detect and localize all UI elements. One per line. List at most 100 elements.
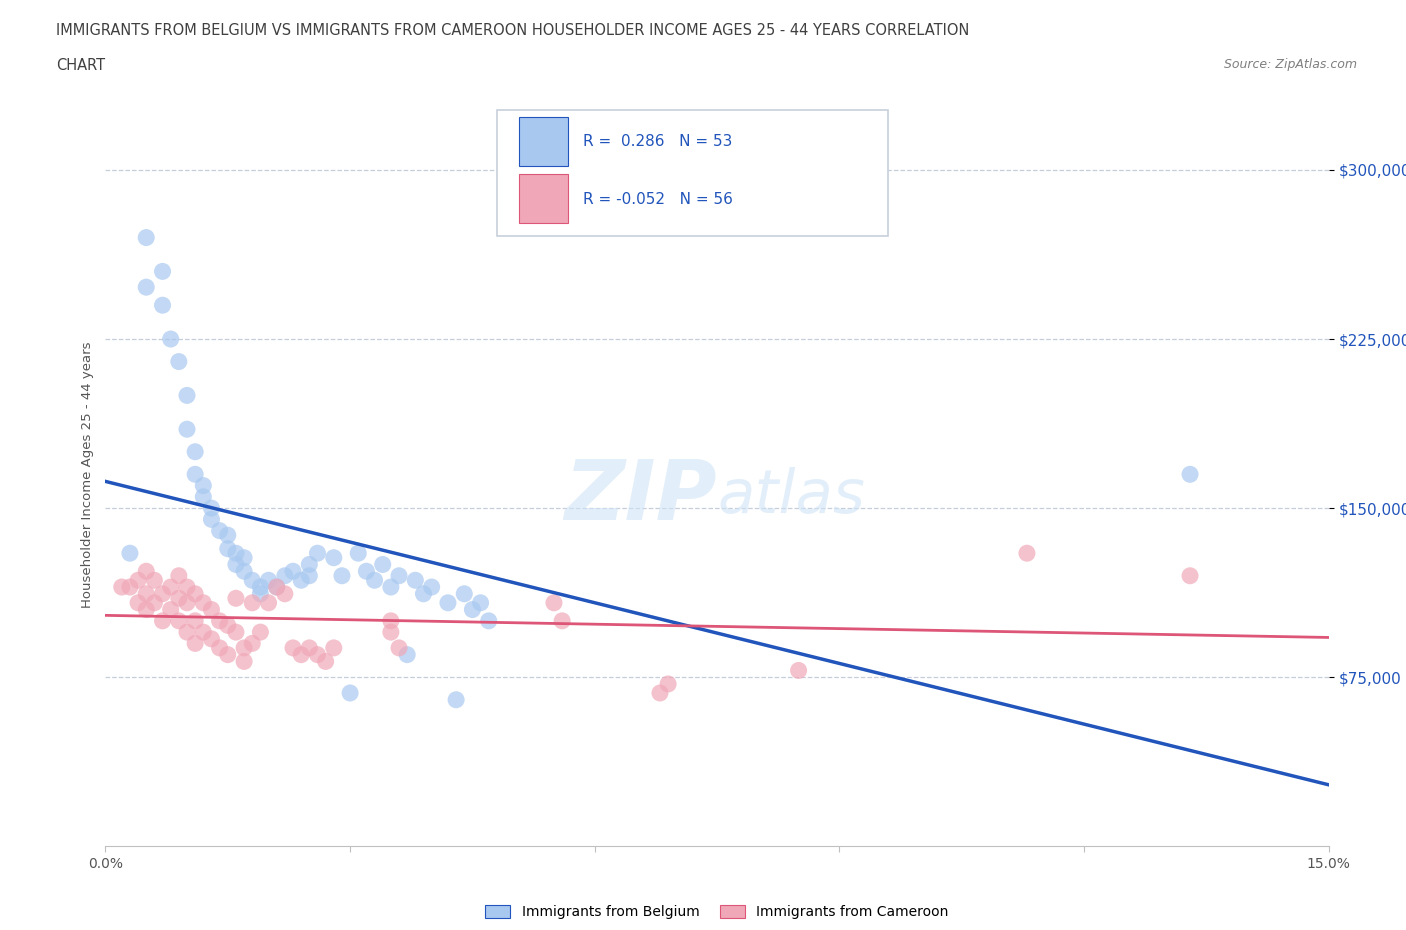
Point: [388, 641, 411, 656]
Point: [225, 591, 247, 605]
Point: [208, 524, 231, 538]
Point: [135, 602, 157, 617]
Point: [193, 478, 215, 493]
Point: [176, 625, 198, 640]
Point: [787, 663, 810, 678]
Point: [217, 541, 239, 556]
Point: [176, 595, 198, 610]
Point: [127, 595, 149, 610]
Bar: [519, 175, 568, 223]
Text: IMMIGRANTS FROM BELGIUM VS IMMIGRANTS FROM CAMEROON HOUSEHOLDER INCOME AGES 25 -: IMMIGRANTS FROM BELGIUM VS IMMIGRANTS FR…: [56, 23, 970, 38]
Point: [152, 586, 174, 601]
Y-axis label: Householder Income Ages 25 - 44 years: Householder Income Ages 25 - 44 years: [82, 341, 94, 607]
Point: [1178, 568, 1201, 583]
Point: [143, 595, 166, 610]
Point: [281, 564, 304, 578]
Point: [225, 625, 247, 640]
Point: [380, 625, 402, 640]
Point: [135, 230, 157, 245]
Point: [396, 647, 419, 662]
Point: [152, 614, 174, 629]
Point: [298, 568, 321, 583]
Point: [135, 564, 157, 578]
Point: [543, 595, 565, 610]
Point: [184, 586, 207, 601]
Point: [135, 280, 157, 295]
Point: [167, 568, 190, 583]
Point: [176, 388, 198, 403]
Point: [322, 641, 344, 656]
Text: R =  0.286   N = 53: R = 0.286 N = 53: [582, 134, 733, 149]
Point: [249, 579, 271, 594]
Point: [420, 579, 443, 594]
Point: [159, 579, 181, 594]
FancyBboxPatch shape: [496, 110, 889, 236]
Point: [1178, 467, 1201, 482]
Point: [167, 354, 190, 369]
Point: [380, 579, 402, 594]
Text: Source: ZipAtlas.com: Source: ZipAtlas.com: [1223, 58, 1357, 71]
Point: [200, 512, 222, 526]
Point: [208, 641, 231, 656]
Point: [200, 631, 222, 646]
Point: [307, 546, 329, 561]
Point: [339, 685, 361, 700]
Point: [478, 614, 501, 629]
Point: [249, 586, 271, 601]
Point: [193, 489, 215, 504]
Point: [208, 614, 231, 629]
Point: [315, 654, 337, 669]
Point: [453, 586, 475, 601]
Point: [347, 546, 370, 561]
Point: [257, 573, 280, 588]
Point: [200, 602, 222, 617]
Point: [184, 445, 207, 459]
Point: [363, 573, 385, 588]
Point: [233, 654, 256, 669]
Point: [657, 676, 679, 691]
Point: [193, 625, 215, 640]
Point: [159, 602, 181, 617]
Point: [184, 467, 207, 482]
Point: [233, 551, 256, 565]
Point: [470, 595, 492, 610]
Text: atlas: atlas: [717, 467, 865, 526]
Point: [118, 546, 141, 561]
Point: [111, 579, 134, 594]
Point: [290, 573, 312, 588]
Legend: Immigrants from Belgium, Immigrants from Cameroon: Immigrants from Belgium, Immigrants from…: [479, 900, 955, 925]
Point: [274, 568, 297, 583]
Point: [184, 636, 207, 651]
Point: [298, 557, 321, 572]
Point: [404, 573, 426, 588]
Point: [648, 685, 671, 700]
Point: [281, 641, 304, 656]
Text: CHART: CHART: [56, 58, 105, 73]
Point: [233, 641, 256, 656]
Point: [167, 614, 190, 629]
Point: [380, 614, 402, 629]
Point: [298, 641, 321, 656]
Point: [217, 527, 239, 542]
Point: [388, 568, 411, 583]
Point: [184, 614, 207, 629]
Point: [152, 264, 174, 279]
Point: [266, 579, 288, 594]
Point: [233, 564, 256, 578]
Point: [193, 595, 215, 610]
Text: R = -0.052   N = 56: R = -0.052 N = 56: [582, 192, 733, 206]
Point: [217, 618, 239, 632]
Point: [371, 557, 394, 572]
Point: [274, 586, 297, 601]
Bar: [519, 117, 568, 166]
Point: [290, 647, 312, 662]
Point: [437, 595, 460, 610]
Point: [143, 573, 166, 588]
Point: [330, 568, 353, 583]
Point: [176, 579, 198, 594]
Point: [225, 557, 247, 572]
Point: [200, 500, 222, 515]
Point: [118, 579, 141, 594]
Point: [240, 595, 263, 610]
Point: [307, 647, 329, 662]
